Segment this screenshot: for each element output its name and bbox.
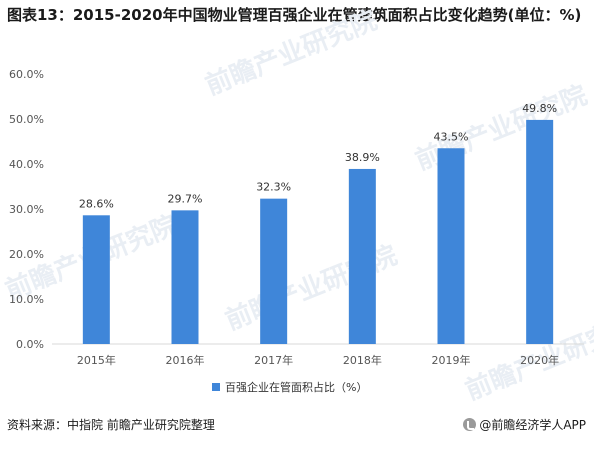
bar xyxy=(260,198,288,344)
bar xyxy=(437,148,465,344)
x-tick-label: 2018年 xyxy=(343,353,382,367)
x-tick-label: 2017年 xyxy=(254,353,293,367)
chart-title: 图表13：2015-2020年中国物业管理百强企业在管建筑面积占比变化趋势(单位… xyxy=(7,6,582,24)
data-label: 32.3% xyxy=(256,181,291,194)
y-tick-label: 0.0% xyxy=(16,338,44,351)
legend-swatch xyxy=(212,383,220,391)
y-tick-label: 60.0% xyxy=(9,68,44,81)
y-tick-label: 30.0% xyxy=(9,203,44,216)
brand-credit: @前瞻经济学人APP xyxy=(463,416,586,433)
y-tick-label: 10.0% xyxy=(9,293,44,306)
bar xyxy=(526,119,554,345)
data-label: 38.9% xyxy=(345,151,380,164)
data-label: 29.7% xyxy=(168,192,203,205)
axes: 0.0% 10.0% 20.0% 30.0% 40.0% 50.0% 60.0% xyxy=(9,68,584,351)
x-tick-label: 2019年 xyxy=(432,353,471,367)
data-label: 43.5% xyxy=(434,130,469,143)
data-label: 28.6% xyxy=(79,197,114,210)
legend: 百强企业在管面积占比（%） xyxy=(212,380,367,394)
bar xyxy=(82,215,110,344)
bar xyxy=(171,210,199,344)
legend-label: 百强企业在管面积占比（%） xyxy=(225,380,367,394)
source-note: 资料来源：中指院 前瞻产业研究院整理 xyxy=(7,418,215,432)
watermark-text: 前瞻产业研究院 xyxy=(201,5,381,102)
bar xyxy=(348,168,376,344)
data-label: 49.8% xyxy=(522,102,557,115)
x-tick-label: 2016年 xyxy=(166,353,205,367)
brand-text: @前瞻经济学人APP xyxy=(479,418,586,432)
x-tick-label: 2020年 xyxy=(520,353,559,367)
bars: 28.6% 2015年 29.7% 2016年 32.3% 2017年 38.9% 2018年… xyxy=(77,102,559,367)
y-tick-label: 40.0% xyxy=(9,158,44,171)
brand-logo-icon xyxy=(463,418,477,431)
x-tick-label: 2015年 xyxy=(77,353,116,367)
y-tick-label: 50.0% xyxy=(9,113,44,126)
y-tick-label: 20.0% xyxy=(9,248,44,261)
